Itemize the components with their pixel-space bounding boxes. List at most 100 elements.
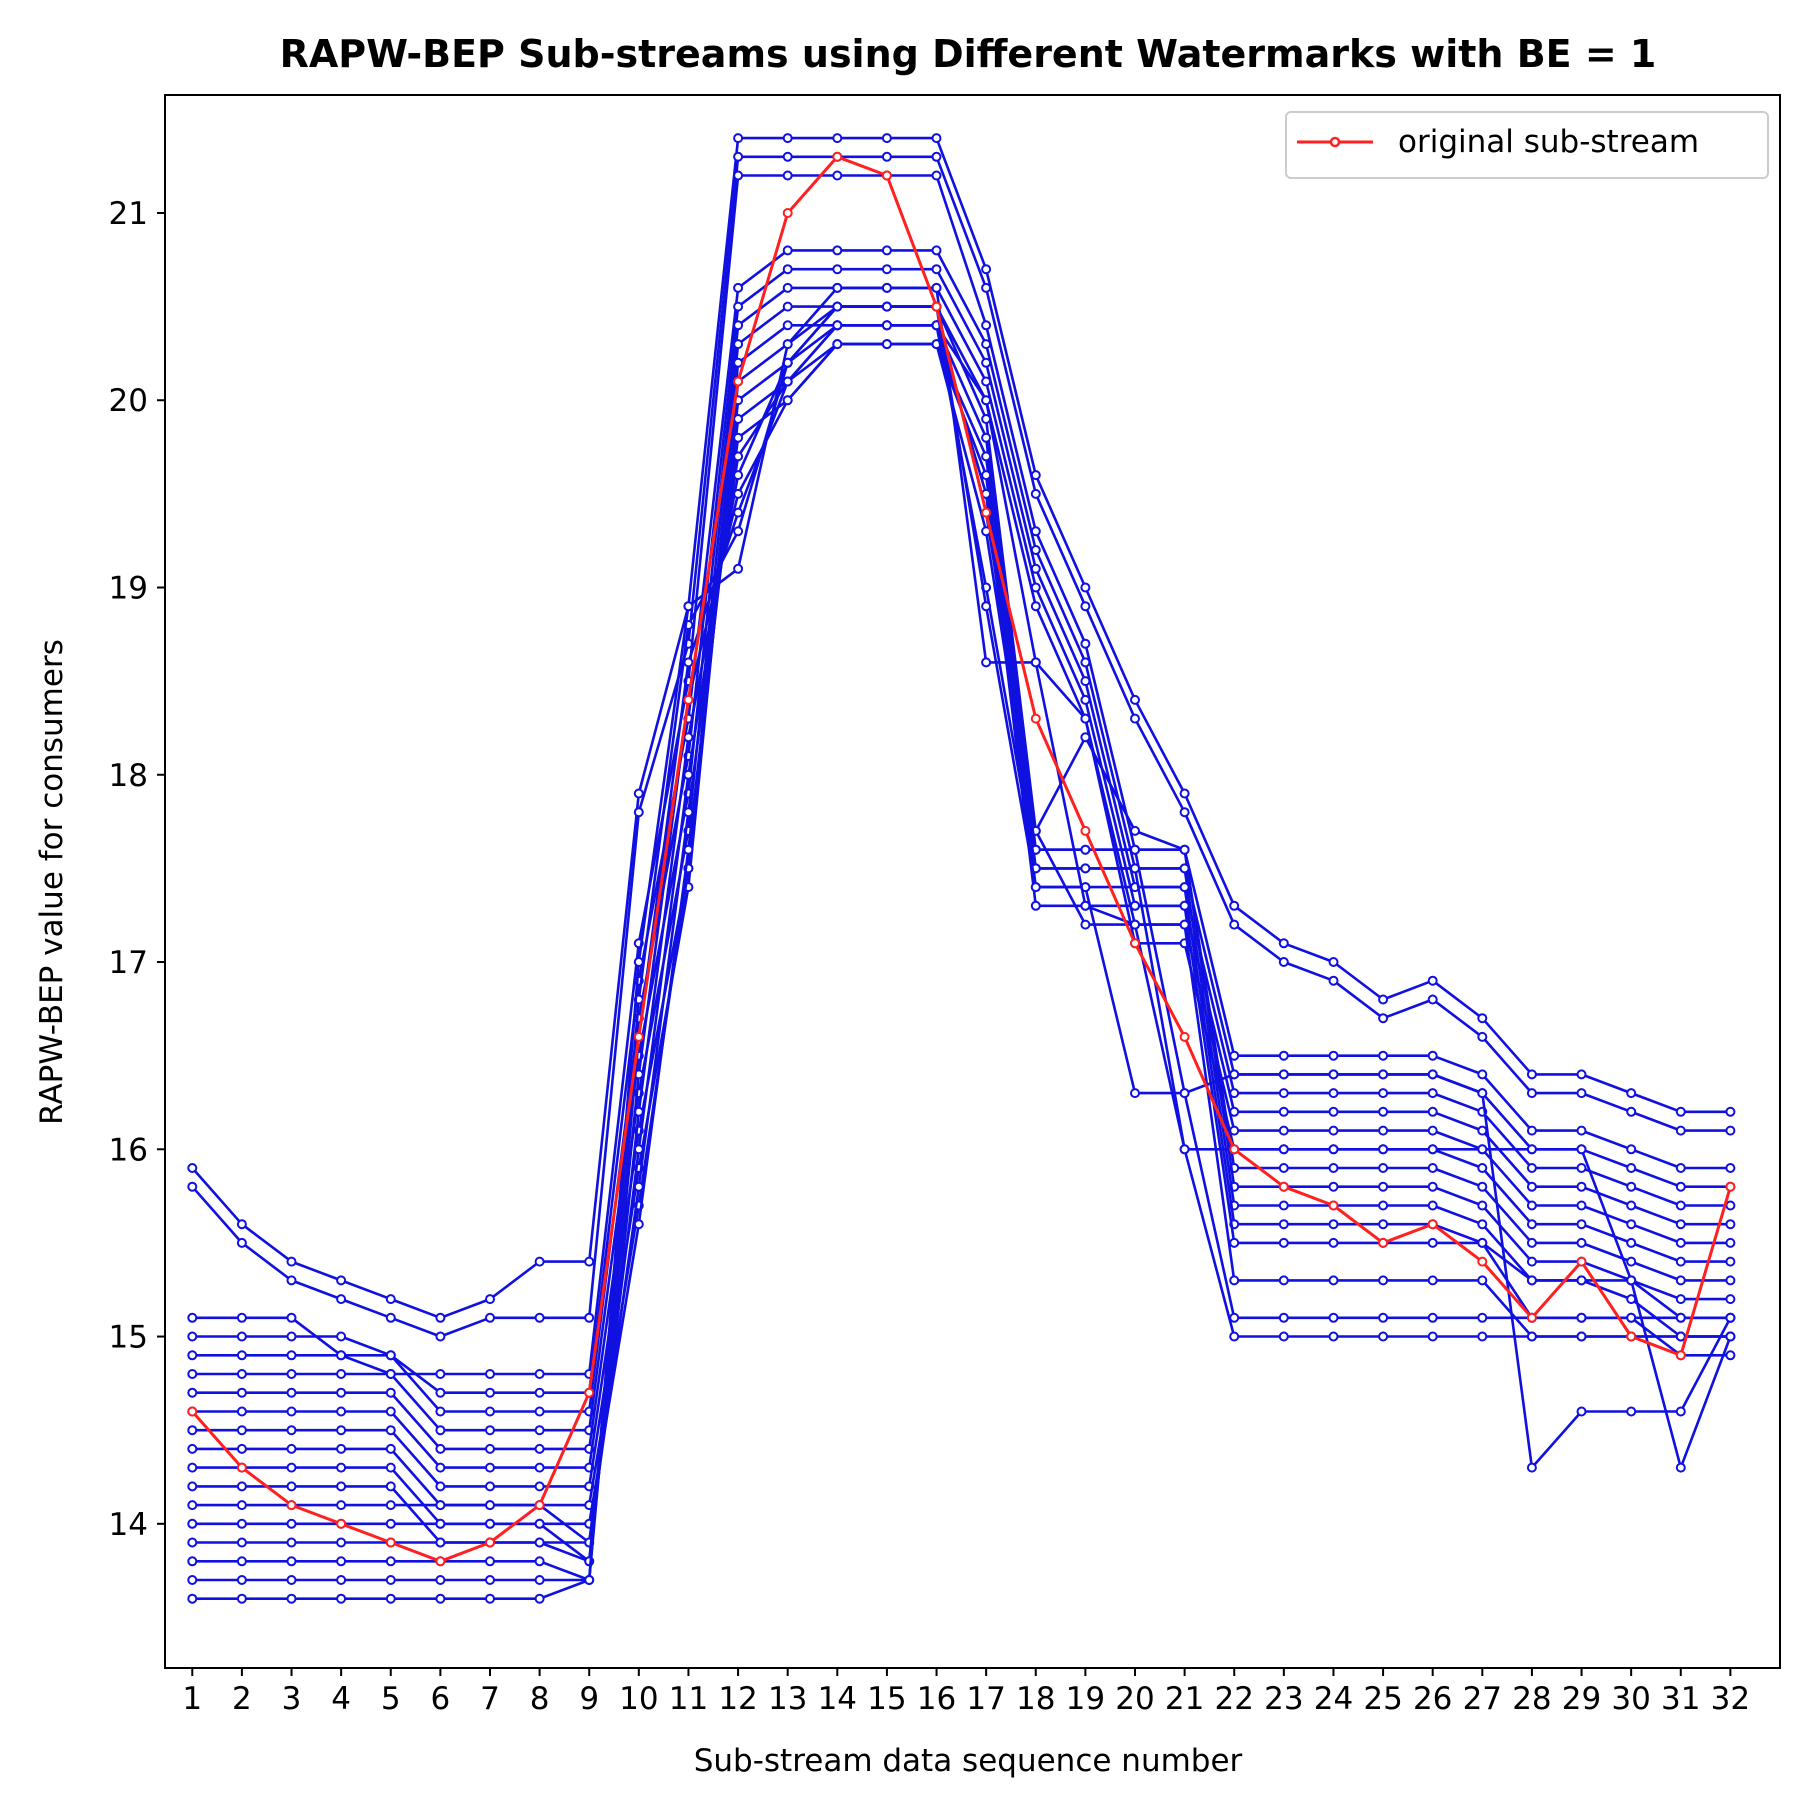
y-tick-label: 20 bbox=[109, 383, 148, 419]
data-point bbox=[832, 282, 843, 293]
data-point bbox=[336, 1387, 347, 1398]
data-point bbox=[633, 957, 644, 967]
x-tick-label: 18 bbox=[1016, 1681, 1055, 1717]
data-point bbox=[534, 1593, 545, 1604]
data-point bbox=[832, 301, 843, 312]
data-point bbox=[1626, 1312, 1637, 1323]
data-point bbox=[1378, 1013, 1389, 1024]
data-point bbox=[534, 1387, 545, 1398]
data-point bbox=[981, 320, 992, 331]
data-point bbox=[1725, 1163, 1736, 1173]
data-point bbox=[1179, 1031, 1190, 1042]
data-point bbox=[1080, 919, 1091, 930]
data-point bbox=[1675, 1200, 1686, 1211]
data-point bbox=[981, 507, 992, 518]
series-layer bbox=[187, 133, 1736, 1604]
data-point bbox=[782, 376, 793, 387]
x-tick-label: 10 bbox=[619, 1681, 658, 1717]
data-point bbox=[1675, 1219, 1686, 1230]
data-point bbox=[485, 1425, 495, 1436]
data-point bbox=[236, 1593, 247, 1604]
x-tick-label: 15 bbox=[867, 1681, 906, 1717]
data-point bbox=[633, 1181, 644, 1192]
data-point bbox=[385, 1425, 396, 1436]
series-line bbox=[191, 155, 1731, 1338]
x-tick-label: 20 bbox=[1115, 1681, 1154, 1717]
data-point bbox=[1378, 1069, 1389, 1080]
data-point bbox=[733, 282, 744, 293]
y-axis-label: RAPW-BEP value for consumers bbox=[34, 639, 70, 1125]
data-point bbox=[336, 1593, 347, 1604]
series-line bbox=[192, 286, 1731, 1432]
series-line bbox=[192, 305, 1731, 1451]
data-point bbox=[1477, 1256, 1488, 1267]
data-point bbox=[981, 657, 992, 668]
data-point bbox=[1179, 844, 1190, 855]
data-point bbox=[1278, 1275, 1289, 1286]
data-point bbox=[236, 1425, 247, 1436]
data-point bbox=[1477, 1163, 1488, 1173]
series-line bbox=[191, 136, 1731, 1320]
data-point bbox=[336, 1443, 347, 1454]
data-point bbox=[485, 1387, 495, 1398]
data-point bbox=[881, 245, 892, 256]
data-point bbox=[1378, 994, 1389, 1005]
data-point bbox=[336, 1294, 347, 1305]
data-point bbox=[782, 133, 793, 144]
data-point bbox=[931, 170, 942, 181]
data-point bbox=[633, 807, 644, 818]
data-point bbox=[782, 245, 793, 256]
data-point bbox=[1378, 1275, 1389, 1286]
data-point bbox=[435, 1462, 446, 1473]
data-point bbox=[1675, 1163, 1686, 1173]
data-point bbox=[1080, 825, 1091, 836]
data-point bbox=[1576, 1256, 1587, 1267]
data-point bbox=[534, 1443, 545, 1454]
data-point bbox=[1626, 1256, 1637, 1267]
data-point bbox=[1477, 1031, 1488, 1042]
data-point bbox=[1477, 1069, 1488, 1080]
data-point bbox=[435, 1369, 446, 1379]
chart-title: RAPW-BEP Sub-streams using Different Wat… bbox=[280, 32, 1657, 76]
data-point bbox=[683, 732, 694, 743]
data-point bbox=[1576, 1219, 1587, 1230]
data-point bbox=[881, 133, 892, 144]
data-point bbox=[286, 1312, 297, 1323]
data-point bbox=[485, 1593, 495, 1604]
data-point bbox=[1130, 863, 1140, 874]
x-tick-label: 17 bbox=[966, 1681, 1005, 1717]
data-point bbox=[187, 1181, 198, 1192]
data-point bbox=[1526, 1462, 1537, 1473]
data-point bbox=[286, 1406, 297, 1417]
data-point bbox=[1278, 1200, 1289, 1211]
series-watermarked bbox=[187, 282, 1736, 1604]
data-point bbox=[286, 1500, 297, 1511]
x-tick-label: 16 bbox=[917, 1681, 956, 1717]
x-tick-label: 19 bbox=[1066, 1681, 1105, 1717]
data-point bbox=[385, 1537, 396, 1548]
data-point bbox=[981, 339, 992, 350]
data-point bbox=[1477, 1331, 1488, 1342]
x-tick-label: 29 bbox=[1562, 1681, 1601, 1717]
data-point bbox=[1278, 1144, 1289, 1155]
series-watermarked bbox=[187, 151, 1736, 1342]
data-point bbox=[981, 451, 992, 462]
data-point bbox=[1626, 1331, 1637, 1342]
x-tick-label: 12 bbox=[718, 1681, 757, 1717]
data-point bbox=[236, 1537, 247, 1548]
data-point bbox=[534, 1575, 545, 1585]
data-point bbox=[733, 488, 744, 499]
data-point bbox=[1675, 1331, 1686, 1342]
data-point bbox=[236, 1331, 247, 1342]
data-point bbox=[1278, 1069, 1289, 1080]
y-tick-label: 18 bbox=[109, 758, 148, 794]
data-point bbox=[1378, 1200, 1389, 1211]
data-point bbox=[931, 264, 942, 275]
data-point bbox=[1278, 1331, 1289, 1342]
data-point bbox=[286, 1256, 297, 1267]
data-point bbox=[1427, 1144, 1438, 1155]
data-point bbox=[1725, 1219, 1736, 1230]
data-point bbox=[1675, 1106, 1686, 1117]
data-point bbox=[1526, 1275, 1537, 1286]
data-point bbox=[385, 1462, 396, 1473]
